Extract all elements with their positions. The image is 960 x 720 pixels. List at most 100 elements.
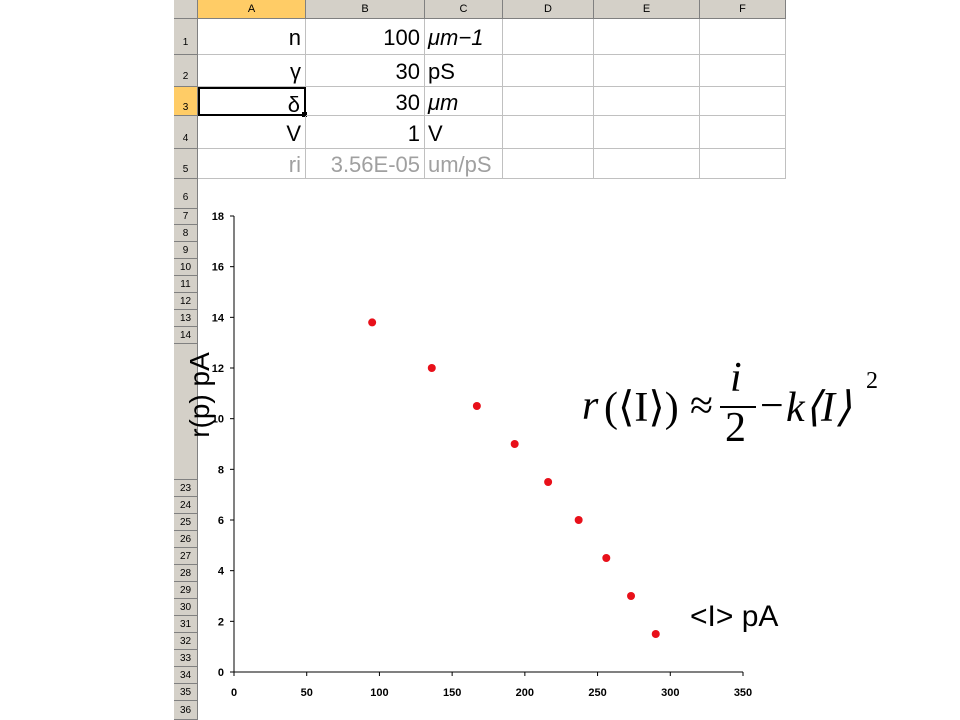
row-header-10[interactable]: 10 xyxy=(174,259,198,276)
data-point xyxy=(602,554,611,562)
formula: r (⟨I⟩) ≈ i 2 − k⟨I⟩ 2 xyxy=(582,355,882,460)
cell-value: 100 xyxy=(383,25,420,50)
cell-value: V xyxy=(428,121,443,146)
row-header-14[interactable]: 14 xyxy=(174,327,198,344)
row-header-34[interactable]: 34 xyxy=(174,667,198,684)
cell-e3[interactable] xyxy=(594,87,700,116)
cell-b3[interactable]: 30 xyxy=(306,87,425,116)
x-tick-label: 150 xyxy=(443,687,461,699)
row-header-29[interactable]: 29 xyxy=(174,582,198,599)
row-header-36[interactable]: 36 xyxy=(174,701,198,720)
row-header-13[interactable]: 13 xyxy=(174,310,198,327)
x-tick-label: 200 xyxy=(516,687,534,699)
data-point xyxy=(510,440,519,448)
row-header-1[interactable]: 1 xyxy=(174,19,198,55)
x-tick-label: 50 xyxy=(301,687,313,699)
cell-c1[interactable]: μm−1 xyxy=(425,19,503,55)
cell-value: um/pS xyxy=(428,152,492,177)
cell-d4[interactable] xyxy=(503,116,594,149)
row-header-25[interactable]: 25 xyxy=(174,514,198,531)
row-header-28[interactable]: 28 xyxy=(174,565,198,582)
formula-exponent: 2 xyxy=(866,368,878,394)
cell-f1[interactable] xyxy=(700,19,786,55)
cell-a4[interactable]: V xyxy=(198,116,306,149)
cell-value: 30 xyxy=(395,90,420,115)
row-header-33[interactable]: 33 xyxy=(174,650,198,667)
cell-d3[interactable] xyxy=(503,87,594,116)
cell-c2[interactable]: pS xyxy=(425,55,503,87)
row-header-4[interactable]: 4 xyxy=(174,116,198,149)
cell-f3[interactable] xyxy=(700,87,786,116)
select-all-corner[interactable] xyxy=(174,0,198,19)
row-header-30[interactable]: 30 xyxy=(174,599,198,616)
cell-f5[interactable] xyxy=(700,149,786,179)
chart-svg: 0 2 4 6 8 10 12 14 16 18 0 50 100 150 200 250 300 350 xyxy=(212,211,752,699)
row-header-23[interactable]: 23 xyxy=(174,480,198,497)
column-header-c[interactable]: C xyxy=(425,0,503,19)
formula-r: r xyxy=(582,383,599,429)
scatter-chart[interactable]: 0 2 4 6 8 10 12 14 16 18 0 50 100 150 200 250 300 350 xyxy=(198,196,788,720)
cell-a1[interactable]: n xyxy=(198,19,306,55)
cell-value: μm xyxy=(428,90,459,115)
data-point xyxy=(574,516,583,524)
cell-e4[interactable] xyxy=(594,116,700,149)
cell-d1[interactable] xyxy=(503,19,594,55)
cell-e1[interactable] xyxy=(594,19,700,55)
row-header-strip xyxy=(174,344,198,480)
column-header-b[interactable]: B xyxy=(306,0,425,19)
cell-d5[interactable] xyxy=(503,149,594,179)
y-tick-label: 12 xyxy=(212,363,224,375)
cell-value: n xyxy=(288,25,301,50)
row-header-12[interactable]: 12 xyxy=(174,293,198,310)
row-header-11[interactable]: 11 xyxy=(174,276,198,293)
cell-c5[interactable]: um/pS xyxy=(425,149,503,179)
cell-a2[interactable]: γ xyxy=(198,55,306,87)
x-tick-label: 300 xyxy=(661,687,679,699)
row-header-35[interactable]: 35 xyxy=(174,684,198,701)
cell-b1[interactable]: 100 xyxy=(306,19,425,55)
cell-b5[interactable]: 3.56E-05 xyxy=(306,149,425,179)
y-tick-label: 10 xyxy=(212,414,224,426)
cell-a5[interactable]: ri xyxy=(198,149,306,179)
cell-e2[interactable] xyxy=(594,55,700,87)
formula-arg: (⟨I⟩) xyxy=(604,385,679,431)
x-tick-label: 250 xyxy=(588,687,606,699)
row-header-3[interactable]: 3 xyxy=(174,87,198,116)
y-tick-label: 0 xyxy=(218,667,224,679)
formula-approx: ≈ xyxy=(690,383,714,429)
cell-b4[interactable]: 1 xyxy=(306,116,425,149)
cell-c3[interactable]: μm xyxy=(425,87,503,116)
cell-value: μm−1 xyxy=(428,25,484,50)
cell-e5[interactable] xyxy=(594,149,700,179)
row-header-32[interactable]: 32 xyxy=(174,633,198,650)
cell-d2[interactable] xyxy=(503,55,594,87)
data-point xyxy=(368,318,377,327)
row-header-5[interactable]: 5 xyxy=(174,149,198,179)
cell-f4[interactable] xyxy=(700,116,786,149)
row-header-8[interactable]: 8 xyxy=(174,225,198,242)
cell-f2[interactable] xyxy=(700,55,786,87)
cell-value: γ xyxy=(290,59,301,84)
column-header-e[interactable]: E xyxy=(594,0,700,19)
y-tick-label: 8 xyxy=(218,464,224,476)
column-header-a[interactable]: A xyxy=(198,0,306,19)
row-header-24[interactable]: 24 xyxy=(174,497,198,514)
row-header-2[interactable]: 2 xyxy=(174,55,198,87)
row-header-9[interactable]: 9 xyxy=(174,242,198,259)
x-axis-label: <I> pA xyxy=(690,600,779,633)
row-header-7[interactable]: 7 xyxy=(174,209,198,225)
cell-c4[interactable]: V xyxy=(425,116,503,149)
row-header-26[interactable]: 26 xyxy=(174,531,198,548)
data-point xyxy=(544,478,553,486)
column-header-f[interactable]: F xyxy=(700,0,786,19)
cell-a3[interactable]: δ xyxy=(198,87,306,116)
cell-value: 30 xyxy=(395,59,420,84)
formula-minus: − xyxy=(760,383,784,429)
column-header-d[interactable]: D xyxy=(503,0,594,19)
data-point xyxy=(627,592,636,600)
row-header-6[interactable]: 6 xyxy=(174,179,198,209)
row-header-27[interactable]: 27 xyxy=(174,548,198,565)
cell-b2[interactable]: 30 xyxy=(306,55,425,87)
data-point xyxy=(427,364,436,372)
row-header-31[interactable]: 31 xyxy=(174,616,198,633)
